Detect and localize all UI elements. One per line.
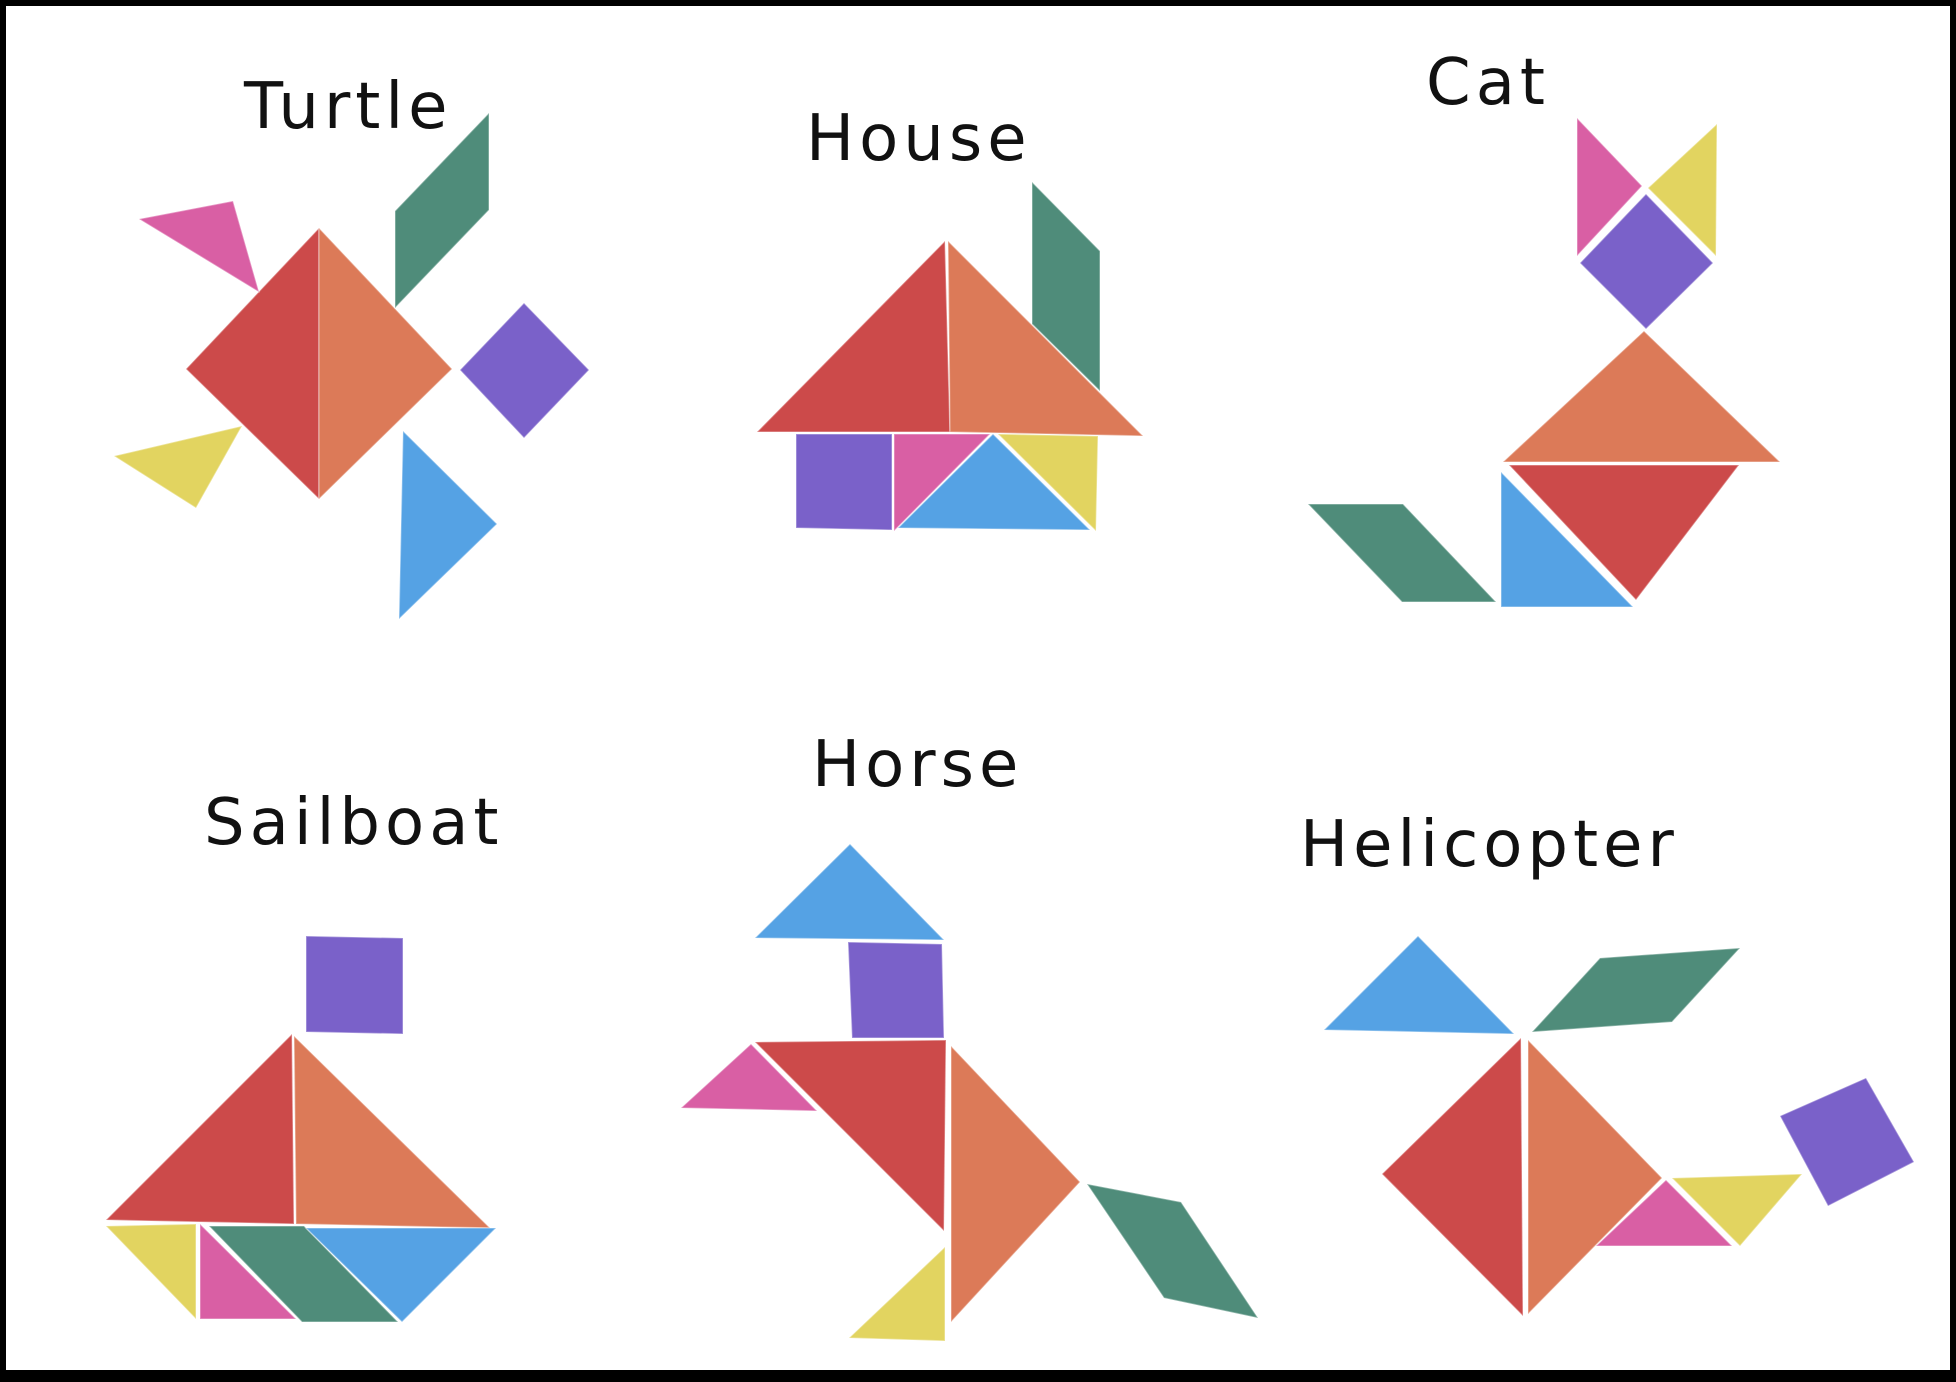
title-sailboat: Sailboat <box>204 786 504 860</box>
horse-large-triangle-red <box>754 1039 947 1232</box>
cat-medium-triangle-blue <box>1500 471 1634 608</box>
horse-large-triangle-orange <box>950 1045 1081 1323</box>
sailboat-parallelogram-green <box>208 1225 399 1323</box>
turtle-square-purple <box>459 302 590 439</box>
horse-medium-triangle-blue <box>754 843 945 941</box>
cat-large-triangle-orange <box>1502 330 1781 463</box>
title-horse: Horse <box>812 728 1023 802</box>
helicopter-large-triangle-orange <box>1527 1039 1663 1315</box>
turtle-small-triangle-yellow <box>113 425 243 509</box>
cat-small-triangle-yellow <box>1647 123 1718 257</box>
title-turtle: Turtle <box>243 70 453 144</box>
turtle-large-triangle-orange <box>318 227 453 500</box>
figure-helicopter: Helicopter <box>1300 808 1915 1317</box>
figure-horse: Horse <box>680 728 1259 1342</box>
tangram-canvas: Turtle House Cat Sailboat <box>105 46 1915 1342</box>
helicopter-small-triangle-yellow <box>1671 1173 1803 1247</box>
house-medium-triangle-blue <box>897 433 1091 531</box>
figure-house: House <box>756 102 1144 532</box>
helicopter-large-triangle-red <box>1381 1037 1524 1317</box>
sailboat-square-purple <box>305 935 404 1035</box>
title-house: House <box>806 102 1032 176</box>
horse-parallelogram-green <box>1086 1183 1259 1319</box>
figure-sailboat: Sailboat <box>105 786 504 1323</box>
horse-square-purple <box>847 941 945 1039</box>
house-small-triangle-yellow <box>997 433 1099 532</box>
house-large-triangle-red <box>756 240 951 433</box>
turtle-parallelogram-green <box>394 112 490 309</box>
turtle-small-triangle-pink <box>138 200 260 293</box>
sailboat-small-triangle-yellow <box>105 1223 197 1320</box>
sailboat-large-triangle-orange <box>293 1035 491 1229</box>
house-square-purple <box>795 433 893 531</box>
cat-small-triangle-pink <box>1576 117 1643 257</box>
sailboat-medium-triangle-blue <box>305 1227 497 1323</box>
figure-turtle: Turtle <box>113 70 590 620</box>
horse-small-triangle-yellow <box>848 1246 946 1342</box>
title-cat: Cat <box>1426 46 1550 120</box>
figure-cat: Cat <box>1307 46 1781 608</box>
helicopter-parallelogram-green <box>1531 947 1741 1033</box>
helicopter-small-triangle-pink <box>1595 1179 1733 1247</box>
house-large-triangle-orange <box>947 240 1144 437</box>
helicopter-medium-triangle-blue <box>1323 935 1515 1035</box>
cat-large-triangle-red <box>1508 464 1740 601</box>
title-helicopter: Helicopter <box>1300 808 1679 882</box>
horse-small-triangle-pink <box>680 1043 818 1112</box>
sailboat-large-triangle-red <box>105 1033 295 1225</box>
sailboat-small-triangle-pink <box>199 1223 297 1320</box>
house-small-triangle-pink <box>893 433 991 532</box>
house-parallelogram-green <box>1031 181 1101 392</box>
helicopter-square-purple <box>1779 1077 1915 1207</box>
cat-square-purple <box>1579 193 1714 330</box>
turtle-medium-triangle-blue <box>398 430 498 620</box>
cat-parallelogram-green <box>1307 503 1497 603</box>
